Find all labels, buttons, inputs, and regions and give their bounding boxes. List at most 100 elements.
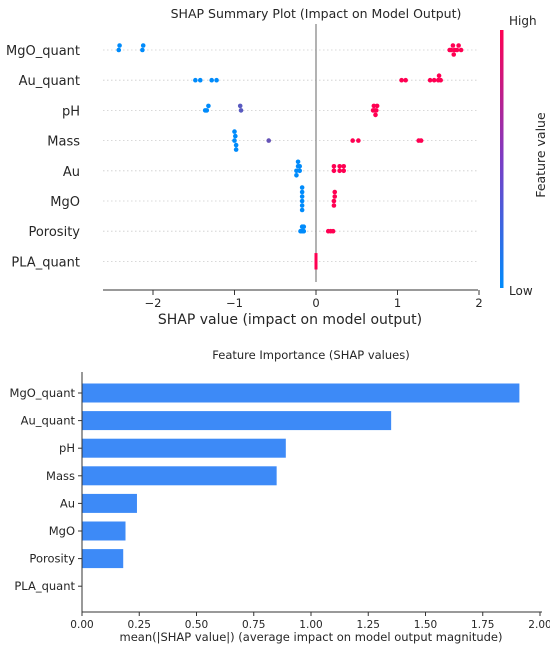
- shap-point: [232, 129, 237, 134]
- shap-point: [454, 47, 460, 53]
- shap-point: [341, 168, 347, 174]
- shap-point: [233, 142, 239, 148]
- shap-point: [237, 103, 243, 109]
- colorbar-high-label: High: [509, 14, 537, 28]
- summary-x-tick-label: 2: [475, 296, 482, 310]
- shap-point: [451, 52, 457, 57]
- summary-feature-label: pH: [62, 104, 80, 119]
- shap-point: [438, 77, 443, 83]
- shap-point: [206, 103, 211, 109]
- bar-x-tick-label: 1.50: [414, 619, 437, 631]
- shap-point: [299, 203, 305, 208]
- shap-point: [140, 43, 146, 48]
- shap-point: [330, 228, 336, 234]
- summary-x-tick-label: 0: [312, 296, 319, 310]
- shap-point: [418, 138, 424, 143]
- bar-mgo: [82, 521, 126, 541]
- bar-au-quant: [82, 411, 392, 431]
- shap-point: [374, 103, 380, 109]
- shap-point: [209, 77, 214, 83]
- summary-feature-label: Porosity: [28, 225, 80, 240]
- shap-point: [295, 159, 301, 165]
- bar-porosity: [82, 549, 124, 569]
- bar-x-tick-label: 1.00: [299, 619, 322, 631]
- bar-x-ticks: 0.00 0.25 0.50 0.75 1.00 1.25 1.50 1.75 2.00: [70, 612, 550, 631]
- summary-x-tick-label: −2: [145, 296, 162, 310]
- shap-point: [399, 77, 404, 83]
- shap-point: [232, 138, 237, 143]
- bar-feature-label: pH: [59, 441, 75, 455]
- shap-point: [374, 108, 379, 113]
- shap-point: [331, 203, 337, 208]
- bar-feature-label: Porosity: [29, 552, 75, 566]
- shap-point: [233, 133, 238, 139]
- shap-point: [301, 224, 307, 229]
- shap-point: [341, 164, 347, 169]
- summary-x-tick-label: 1: [394, 296, 401, 310]
- bar-x-tick-label: 0.50: [185, 619, 208, 631]
- shap-point: [294, 173, 299, 178]
- bar-feature-label: MgO_quant: [10, 386, 76, 400]
- summary-x-axis-label: SHAP value (impact on model output): [158, 312, 422, 328]
- summary-x-ticks: −2 −1 0 1 2: [145, 290, 483, 310]
- bar-x-tick-label: 1.75: [471, 619, 494, 631]
- shap-point: [299, 189, 305, 195]
- shap-point: [299, 185, 305, 190]
- shap-point: [299, 198, 305, 204]
- shap-point: [350, 138, 355, 143]
- colorbar-gradient: [500, 30, 504, 288]
- shap-point: [301, 228, 307, 234]
- shap-point: [297, 168, 303, 174]
- shap-point: [331, 164, 337, 169]
- shap-point: [431, 77, 437, 83]
- summary-feature-label: Au_quant: [19, 74, 80, 89]
- bar-x-tick-label: 1.25: [357, 619, 380, 631]
- summary-feature-labels: MgO_quant Au_quant pH Mass Au MgO Porosity PLA_…: [6, 44, 80, 270]
- shap-point: [456, 43, 461, 48]
- bar-feature-label: Mass: [46, 469, 75, 483]
- shap-point: [238, 108, 244, 113]
- shap-point: [140, 47, 145, 53]
- bar-x-tick-label: 0.25: [128, 619, 151, 631]
- shap-point: [117, 43, 122, 48]
- bar-au: [82, 493, 137, 513]
- bar-ph: [82, 438, 286, 458]
- summary-feature-label: MgO: [50, 195, 80, 210]
- shap-point: [294, 168, 299, 174]
- bar-title: Feature Importance (SHAP values): [212, 348, 409, 362]
- summary-feature-label: MgO_quant: [6, 44, 80, 59]
- shap-point: [204, 108, 210, 113]
- shap-point: [197, 77, 203, 83]
- shap-point: [371, 103, 377, 109]
- bar-x-tick-label: 0.00: [70, 619, 93, 631]
- shap-point: [193, 77, 198, 83]
- shap-point: [214, 77, 219, 83]
- bar-mass: [82, 466, 277, 486]
- feature-importance-chart: Feature Importance (SHAP values) MgO_qua…: [10, 348, 550, 644]
- shap-point: [403, 77, 408, 83]
- summary-x-tick-label: −1: [226, 296, 243, 310]
- shap-point: [356, 138, 361, 143]
- bar-feature-label: MgO: [49, 524, 75, 538]
- bar-feature-label: PLA_quant: [14, 579, 75, 593]
- colorbar-low-label: Low: [509, 284, 533, 298]
- shap-point: [337, 164, 342, 169]
- shap-point: [299, 207, 305, 213]
- bar-mgo-quant: [82, 383, 520, 403]
- shap-point: [233, 147, 239, 152]
- bar-feature-label: Au_quant: [21, 414, 76, 428]
- shap-point: [116, 47, 122, 53]
- bar-feature-label: Au: [60, 496, 75, 510]
- shap-point: [332, 194, 338, 199]
- bar-series: [82, 383, 520, 569]
- shap-point: [331, 168, 337, 174]
- bar-x-axis-label: mean(|SHAP value|) (average impact on mo…: [120, 630, 503, 644]
- summary-feature-label: Mass: [47, 135, 80, 150]
- shap-point: [332, 189, 338, 195]
- shap-point: [450, 43, 456, 48]
- summary-points: [116, 43, 464, 270]
- shap-point: [458, 47, 464, 53]
- bar-x-tick-label: 2.00: [528, 619, 550, 631]
- shap-point: [266, 138, 272, 143]
